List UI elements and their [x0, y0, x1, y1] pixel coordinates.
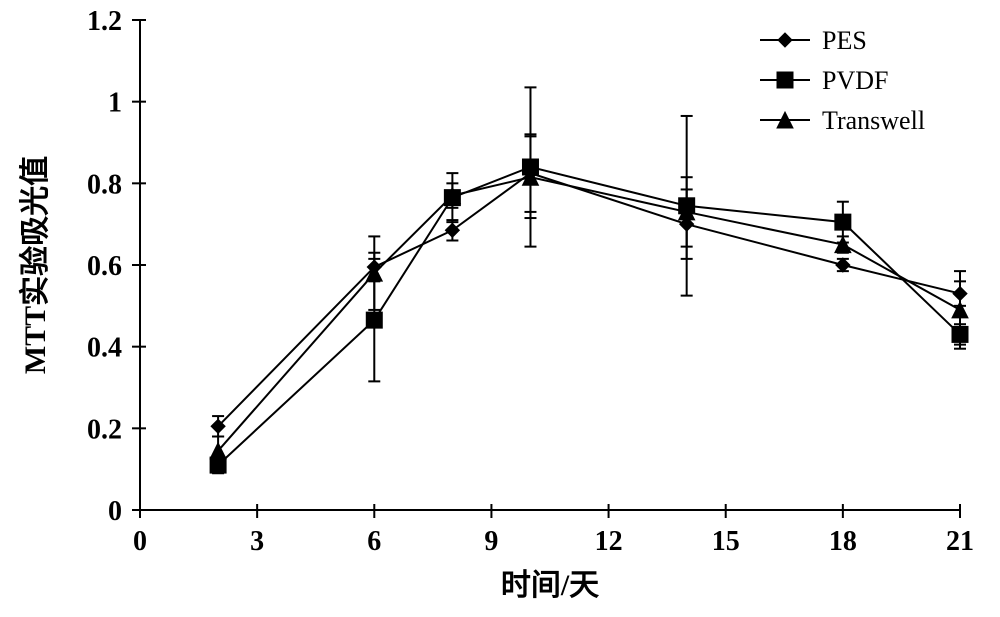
svg-text:6: 6: [367, 526, 381, 557]
svg-text:18: 18: [829, 526, 857, 557]
svg-text:15: 15: [712, 526, 740, 557]
svg-text:1: 1: [108, 88, 122, 119]
svg-text:0.4: 0.4: [87, 333, 122, 364]
svg-text:21: 21: [946, 526, 974, 557]
svg-text:MTT实验吸光值: MTT实验吸光值: [18, 156, 52, 374]
mtt-chart: 0 0.2 0.4 0.6 0.8 1 1.2 0 3 6 9 12 15 18 21 MTT实验吸光值时间/…: [0, 0, 1000, 617]
svg-text:0: 0: [108, 496, 122, 527]
svg-text:时间/天: 时间/天: [501, 569, 599, 602]
svg-text:1.2: 1.2: [87, 6, 122, 37]
svg-text:Transwell: Transwell: [822, 106, 925, 135]
svg-text:9: 9: [484, 526, 498, 557]
svg-text:0.6: 0.6: [87, 251, 122, 282]
svg-text:0: 0: [133, 526, 147, 557]
svg-text:PES: PES: [822, 26, 867, 55]
chart-svg: 0 0.2 0.4 0.6 0.8 1 1.2 0 3 6 9 12 15 18 21 MTT实验吸光值时间/…: [0, 0, 1000, 617]
svg-text:0.8: 0.8: [87, 169, 122, 200]
svg-text:PVDF: PVDF: [822, 66, 888, 95]
svg-text:12: 12: [595, 526, 623, 557]
svg-text:3: 3: [250, 526, 264, 557]
svg-text:0.2: 0.2: [87, 414, 122, 445]
